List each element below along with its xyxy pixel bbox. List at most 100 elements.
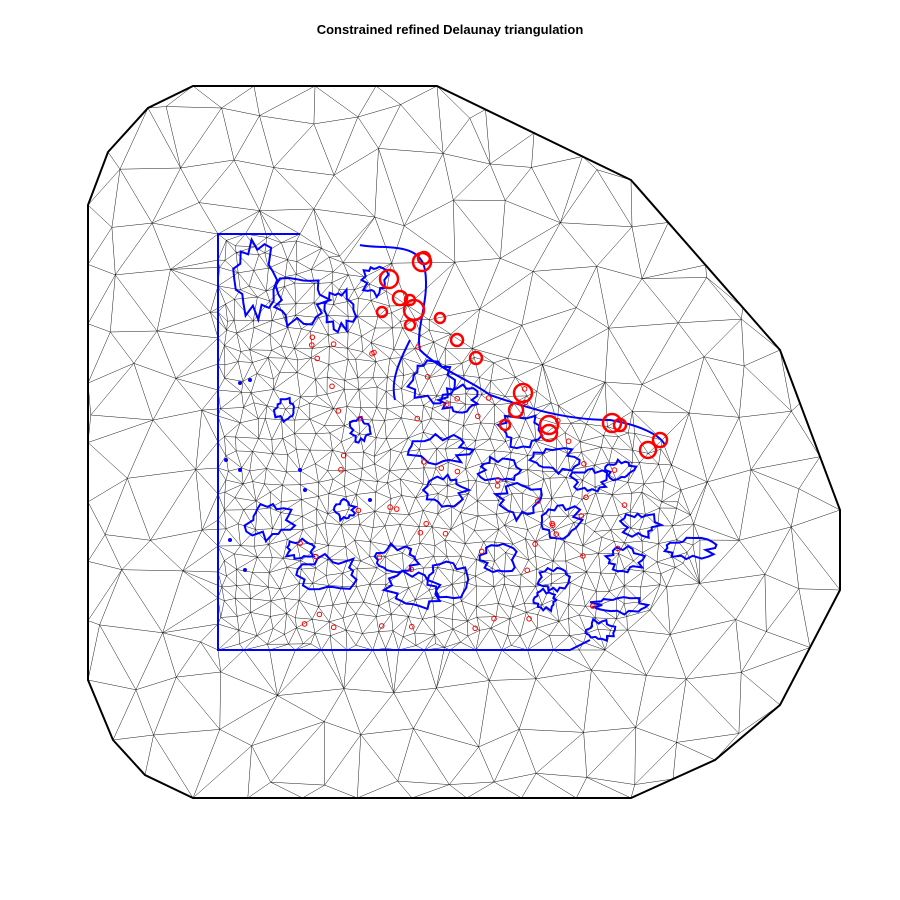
island-outline — [604, 457, 638, 482]
station-marker-small — [521, 386, 528, 392]
station-marker-large — [403, 318, 417, 332]
outer-boundary — [87, 85, 841, 799]
island-dot — [368, 498, 372, 502]
station-marker-large — [498, 418, 512, 432]
island-outline — [435, 383, 480, 414]
island-dot — [238, 381, 242, 385]
station-marker-large — [433, 311, 447, 325]
station-marker-small — [312, 553, 319, 560]
plot-title: Constrained refined Delaunay triangulati… — [316, 22, 584, 37]
island-outline — [662, 536, 718, 561]
island-outline — [540, 504, 585, 540]
station-marker-small — [580, 553, 586, 559]
station-marker-small — [524, 567, 531, 574]
station-marker-small — [338, 466, 344, 473]
station-marker-small — [329, 383, 335, 390]
station-marker-small — [495, 477, 501, 483]
constraint-boundary — [217, 233, 591, 651]
station-marker-small — [578, 513, 585, 519]
island-outline — [272, 396, 296, 424]
island-dot — [243, 568, 247, 572]
island-outline — [476, 455, 523, 482]
station-marker-small — [614, 545, 621, 552]
island-outline — [232, 236, 279, 324]
station-marker-small — [621, 502, 628, 508]
island-dot — [238, 468, 242, 472]
constraint-boundary-line — [217, 233, 591, 651]
island-outline — [532, 587, 559, 613]
island-outline — [589, 596, 651, 616]
island-outline — [603, 544, 647, 574]
station-marker-small — [297, 540, 303, 547]
island-outline — [568, 467, 609, 493]
station-marker-small — [387, 504, 393, 510]
station-marker-small — [316, 611, 323, 618]
island-outline — [426, 560, 470, 600]
station-marker-small — [472, 625, 479, 632]
station-marker-small — [522, 399, 529, 406]
station-marker-large — [378, 268, 400, 290]
station-marker-small — [330, 624, 337, 631]
station-marker-large — [651, 431, 669, 449]
station-marker-large — [612, 417, 628, 433]
island-dot — [248, 378, 252, 382]
island-outline — [323, 286, 358, 335]
island-outline — [421, 472, 472, 508]
island-outline — [584, 617, 617, 643]
station-marker-small — [369, 350, 375, 357]
island-dot — [303, 488, 307, 492]
station-marker-large — [416, 250, 432, 266]
coastal-ridge-outline — [359, 244, 666, 446]
station-marker-large — [375, 305, 389, 319]
station-marker-small — [340, 452, 347, 459]
station-marker-small — [581, 461, 587, 467]
station-markers — [297, 250, 669, 632]
island-outline — [243, 502, 297, 544]
island-outline — [348, 415, 372, 444]
station-marker-small — [438, 465, 445, 471]
island-dot — [228, 538, 232, 542]
station-marker-small — [442, 530, 449, 537]
station-marker-small — [409, 623, 415, 630]
station-marker-small — [583, 494, 589, 501]
island-outline — [295, 552, 358, 591]
station-marker-large — [449, 332, 465, 348]
station-marker-small — [378, 623, 385, 629]
station-marker-small — [314, 355, 321, 362]
station-marker-small — [355, 507, 362, 514]
island-outline — [284, 537, 316, 560]
station-marker-small — [532, 541, 538, 547]
station-marker-small — [330, 341, 337, 347]
station-marker-small — [421, 459, 427, 465]
station-marker-small — [301, 621, 308, 627]
station-marker-small — [485, 395, 492, 401]
station-marker-small — [478, 548, 485, 555]
station-marker-small — [565, 438, 572, 445]
station-marker-small — [376, 554, 383, 560]
island-outline — [373, 541, 422, 574]
island-outlines — [224, 236, 718, 643]
station-marker-small — [417, 529, 424, 536]
station-marker-large — [468, 350, 484, 366]
island-outline — [272, 276, 333, 328]
station-marker-small — [526, 616, 532, 622]
island-dot — [298, 468, 302, 472]
island-dot — [224, 458, 228, 462]
station-marker-large — [391, 289, 409, 307]
station-marker-small — [549, 520, 555, 527]
station-marker-small — [494, 483, 501, 489]
station-marker-small — [590, 603, 596, 609]
station-marker-small — [393, 506, 400, 512]
island-outline — [381, 569, 442, 611]
station-marker-large — [507, 401, 525, 419]
island-outline — [492, 481, 543, 523]
station-marker-small — [454, 468, 461, 475]
station-marker-large — [403, 293, 417, 307]
station-marker-small — [414, 415, 421, 422]
island-outline — [406, 432, 476, 466]
station-marker-small — [335, 408, 342, 414]
station-marker-small — [535, 498, 541, 505]
station-marker-large — [538, 414, 560, 436]
